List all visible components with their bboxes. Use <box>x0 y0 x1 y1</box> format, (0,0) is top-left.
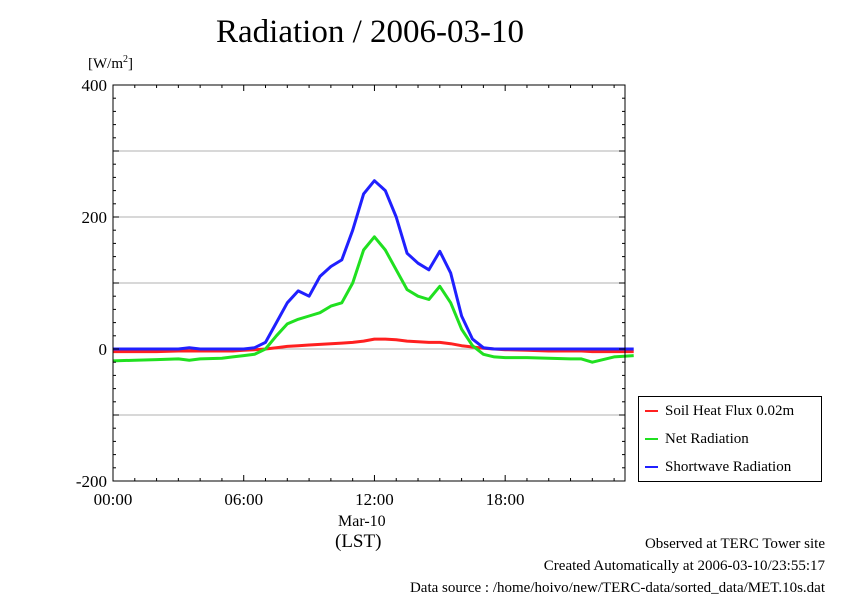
y-tick-label: 0 <box>99 340 108 359</box>
series-line-1 <box>112 235 634 364</box>
legend: Soil Heat Flux 0.02m Net Radiation Short… <box>638 396 822 482</box>
x-date-label: Mar-10 <box>338 513 386 530</box>
x-axis-title: (LST) <box>335 531 382 552</box>
legend-swatch-shortwave <box>645 466 658 468</box>
axis-ticks: -200 0 200 400 00:00 06:00 12:00 18:00 <box>76 76 625 509</box>
y-tick-label: 400 <box>82 76 108 95</box>
legend-item-shortwave-radiation: Shortwave Radiation <box>645 457 791 477</box>
legend-swatch-soil <box>645 410 658 412</box>
x-tick-label: 18:00 <box>486 490 525 509</box>
y-axis-unit: [W/m2] <box>88 54 133 72</box>
y-tick-label: -200 <box>76 472 107 491</box>
footer-site: Observed at TERC Tower site <box>644 536 825 552</box>
legend-label-net: Net Radiation <box>665 430 749 447</box>
series-lines <box>112 179 634 364</box>
chart-title: Radiation / 2006-03-10 <box>216 14 524 50</box>
grid-lines <box>113 150 625 416</box>
legend-swatch-net <box>645 438 658 440</box>
footer-source: Data source : /home/hoivo/new/TERC-data/… <box>409 580 825 596</box>
x-tick-label: 12:00 <box>355 490 394 509</box>
y-tick-label: 200 <box>82 208 108 227</box>
footer-created: Created Automatically at 2006-03-10/23:5… <box>543 558 825 574</box>
x-tick-label: 00:00 <box>94 490 133 509</box>
legend-item-net-radiation: Net Radiation <box>645 429 749 449</box>
x-tick-label: 06:00 <box>224 490 263 509</box>
legend-label-shortwave: Shortwave Radiation <box>665 458 792 475</box>
series-line-2 <box>113 179 634 351</box>
legend-label-soil: Soil Heat Flux 0.02m <box>665 402 795 419</box>
legend-item-soil-heat-flux: Soil Heat Flux 0.02m <box>645 401 794 421</box>
